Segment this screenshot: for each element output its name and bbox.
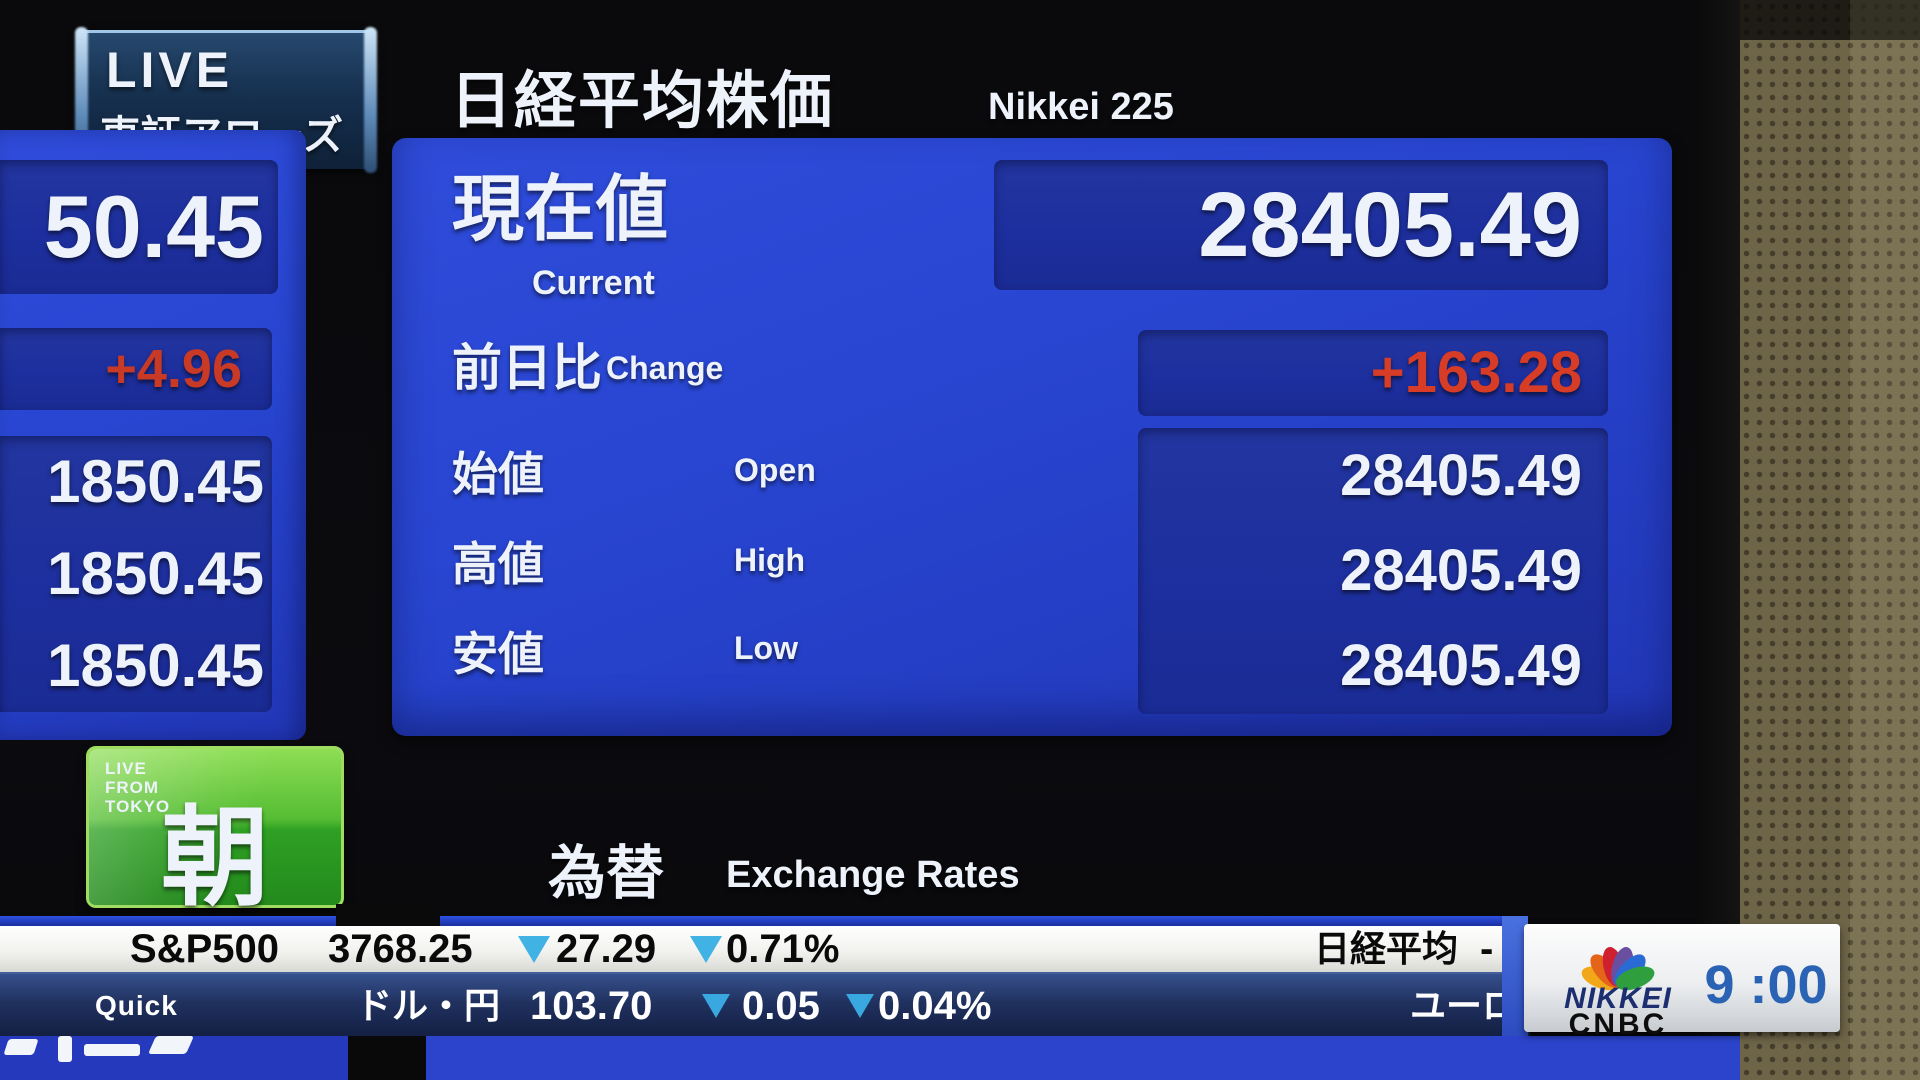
- studio-wall: [1740, 0, 1920, 1080]
- fx-change-pct: 0.04%: [878, 984, 992, 1028]
- ticker-notch: [336, 904, 440, 926]
- down-triangle-icon: [690, 936, 722, 963]
- left-change-value: +4.96: [105, 339, 242, 399]
- bottom-clipped-box: [0, 1036, 348, 1080]
- left-open-value: 1850.45: [47, 448, 264, 515]
- down-triangle-icon: [846, 994, 874, 1018]
- clipped-glyph: [84, 1044, 140, 1056]
- morning-badge-caption: LIVE FROM TOKYO: [105, 759, 171, 816]
- nikkei-cnbc-box: NIKKEI CNBC 9 :00: [1524, 924, 1840, 1041]
- ticker-bottom-bar: Quick ドル・円 103.70 0.05 0.04% ユーロ: [0, 972, 1530, 1038]
- ticker-last: 3768.25: [328, 927, 473, 971]
- peacock-icon: [1558, 928, 1678, 995]
- open-value: 28405.49: [1340, 443, 1582, 508]
- left-ohl-value-box: 1850.45 1850.45 1850.45: [0, 436, 272, 712]
- cnbc-wordmark: CNBC: [1568, 1008, 1668, 1041]
- left-current-value: 50.45: [43, 177, 264, 276]
- fx-change: 0.05: [742, 984, 820, 1028]
- open-label-jp: 始値: [452, 448, 544, 500]
- left-current-value-box: 50.45: [0, 160, 278, 294]
- clipped-glyph: [3, 1039, 39, 1055]
- morning-badge-kanji: 朝: [161, 797, 270, 918]
- down-triangle-icon: [518, 936, 550, 963]
- ticker-top-border: [0, 916, 1502, 926]
- panel-gap: [348, 1036, 426, 1080]
- fx-title-en: Exchange Rates: [726, 854, 1020, 896]
- bottom-clipped-panels: [0, 1036, 1740, 1080]
- clipped-glyph: [58, 1036, 72, 1062]
- open-label-en: Open: [734, 452, 816, 488]
- change-label-jp: 前日比: [452, 340, 602, 396]
- index-title-jp: 日経平均株価: [450, 67, 835, 136]
- live-label: LIVE: [106, 42, 234, 98]
- high-value: 28405.49: [1340, 538, 1582, 603]
- change-label-en: Change: [606, 350, 724, 386]
- ticker-change-pct: 0.71%: [726, 927, 840, 971]
- down-triangle-icon: [702, 994, 730, 1018]
- low-label-en: Low: [734, 630, 798, 666]
- logo-box-border: [1502, 916, 1528, 1036]
- morning-badge: LIVE FROM TOKYO 朝: [86, 746, 344, 918]
- fx-last: 103.70: [530, 984, 653, 1028]
- low-value: 28405.49: [1340, 633, 1582, 698]
- fx-pair-symbol: ドル・円: [356, 985, 501, 1026]
- low-label-jp: 安値: [452, 628, 544, 680]
- high-label-en: High: [734, 542, 806, 578]
- ticker-top-bar: S&P500 3768.25 27.29 0.71% 日経平均 -: [0, 926, 1504, 972]
- current-label-jp: 現在値: [452, 170, 669, 250]
- clipped-glyph: [147, 1036, 195, 1054]
- change-value-box: +163.28: [1138, 330, 1608, 416]
- ticker-right-value: -: [1480, 927, 1494, 971]
- current-label-en: Current: [532, 264, 655, 302]
- left-low-value: 1850.45: [47, 632, 264, 699]
- ohl-value-box: 28405.49 28405.49 28405.49: [1138, 428, 1608, 714]
- fx-right-symbol: ユーロ: [1410, 985, 1519, 1026]
- left-change-value-box: +4.96: [0, 328, 272, 410]
- nikkei-wordmark: NIKKEI: [1564, 982, 1672, 1015]
- change-value: +163.28: [1370, 340, 1582, 405]
- board-bezel: [1696, 0, 1740, 1080]
- fx-title-jp: 為替: [548, 841, 665, 906]
- current-value-box: 28405.49: [994, 160, 1608, 290]
- ticker-symbol: S&P500: [130, 927, 279, 971]
- quick-logo: Quick: [95, 990, 178, 1021]
- left-high-value: 1850.45: [47, 540, 264, 607]
- ticker-change: 27.29: [556, 927, 657, 971]
- current-value: 28405.49: [1198, 174, 1582, 276]
- index-title-en: Nikkei 225: [988, 86, 1174, 128]
- clock: 9 :00: [1704, 955, 1828, 1015]
- high-label-jp: 高値: [452, 538, 544, 590]
- ticker-right-symbol: 日経平均: [1314, 928, 1459, 969]
